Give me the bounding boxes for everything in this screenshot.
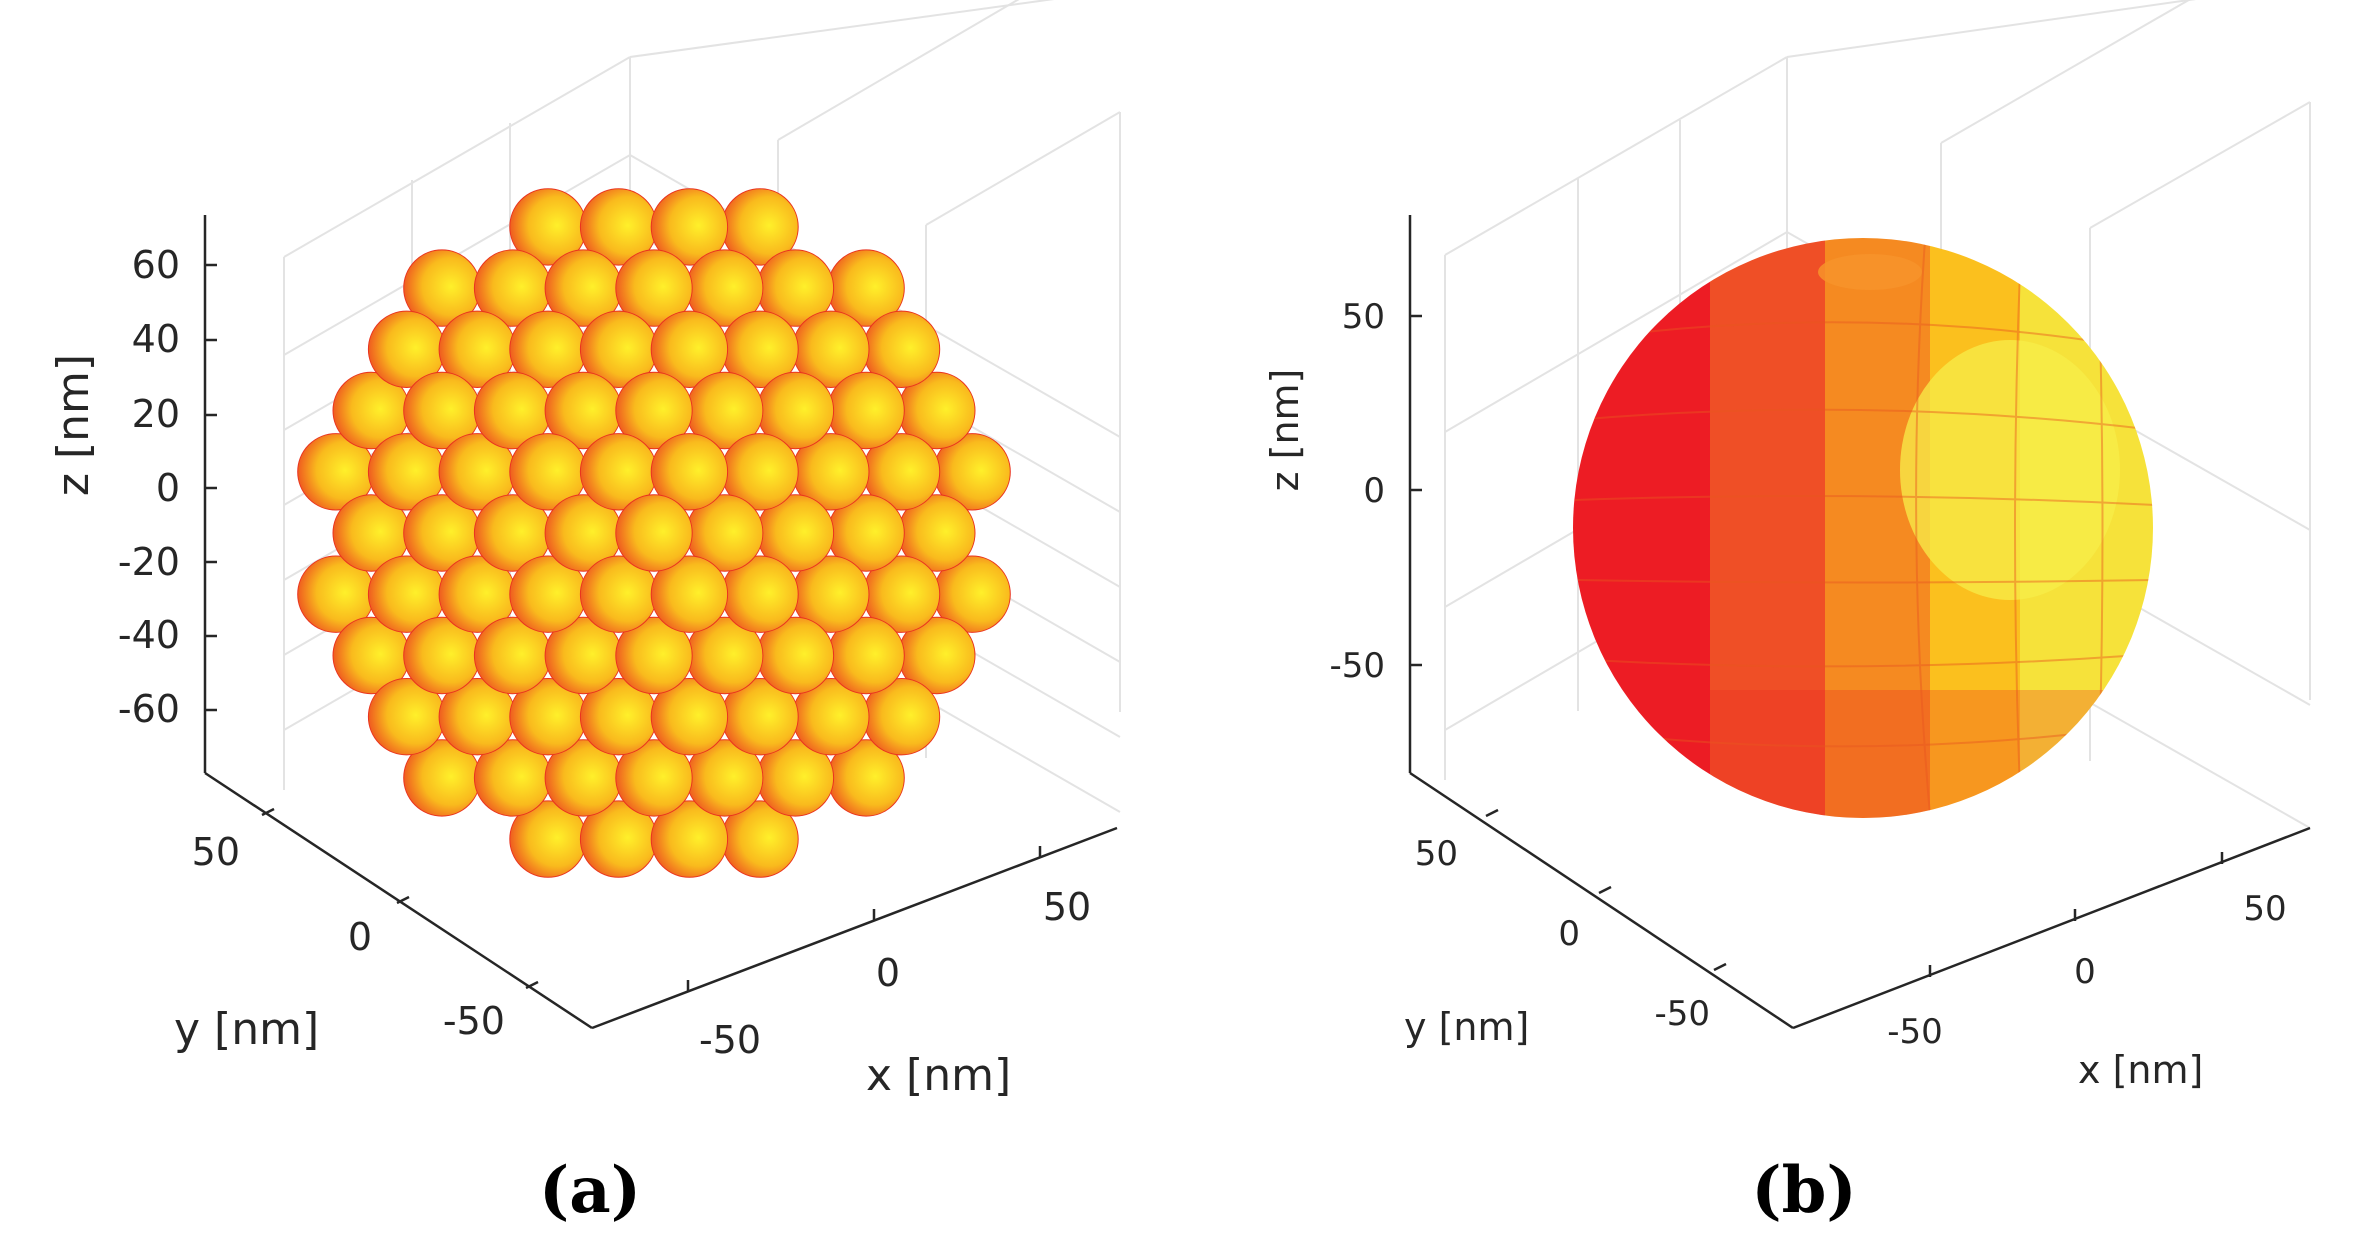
sphere-top-cap	[1818, 254, 1922, 290]
z-tick-a-5: -40	[118, 613, 180, 657]
z-tick-a-2: 20	[132, 392, 180, 436]
particle	[650, 800, 729, 878]
y-tick-a-neg50: -50	[443, 999, 505, 1043]
x-tick-b-0: 0	[2074, 952, 2096, 992]
y-axis-label-a: y [nm]	[174, 1004, 319, 1055]
particle	[615, 371, 693, 450]
y-tick-b-50: 50	[1415, 834, 1458, 874]
particle	[650, 555, 729, 633]
particle	[650, 188, 729, 266]
z-axis-label-b: z [nm]	[1263, 369, 1307, 492]
panel-a-axes	[203, 215, 1118, 1030]
z-tick-b-neg50: -50	[1329, 646, 1385, 686]
caption-a: (a)	[539, 1153, 641, 1228]
panel-a-y-tick-labels: 50 0 -50	[192, 830, 505, 1043]
sphere-facets	[1574, 239, 2153, 816]
z-tick-b-0: 0	[1363, 471, 1385, 511]
sphere-bottom-shade	[1573, 690, 2153, 818]
x-tick-a-neg50: -50	[699, 1018, 761, 1062]
x-tick-b-neg50: -50	[1887, 1012, 1943, 1052]
x-axis-label-a: x [nm]	[866, 1050, 1011, 1101]
panel-b: 50 0 -50 50 0 -50 -50 0 50 z [nm] y [nm]…	[1263, 0, 2311, 1228]
y-tick-b-0: 0	[1558, 914, 1580, 954]
y-tick-a-0: 0	[348, 915, 372, 959]
y-tick-b-neg50: -50	[1654, 994, 1710, 1034]
y-axis-label-b: y [nm]	[1404, 1005, 1529, 1049]
z-tick-a-0: 60	[132, 243, 180, 287]
panel-b-y-tick-labels: 50 0 -50	[1415, 834, 1710, 1034]
panel-b-z-tick-labels: 50 0 -50	[1329, 297, 1385, 686]
panel-a: 60 40 20 0 -20 -40 -60 50 0 -50 -50 0 50…	[48, 0, 1121, 1228]
x-tick-a-50: 50	[1043, 885, 1091, 929]
surface-sphere	[1573, 238, 2153, 818]
x-axis-label-b: x [nm]	[2078, 1048, 2203, 1092]
caption-b: (b)	[1751, 1153, 1856, 1228]
z-tick-b-50: 50	[1342, 297, 1385, 337]
panel-a-z-tick-labels: 60 40 20 0 -20 -40 -60	[118, 243, 180, 731]
particle-cluster	[297, 188, 1011, 878]
z-tick-a-6: -60	[118, 687, 180, 731]
x-tick-b-50: 50	[2243, 889, 2286, 929]
x-tick-a-0: 0	[876, 951, 900, 995]
sphere-band-2	[1710, 238, 1825, 818]
panel-b-ticks	[1410, 314, 2224, 977]
particle	[650, 433, 729, 511]
y-tick-a-50: 50	[192, 830, 240, 874]
z-tick-a-1: 40	[132, 317, 180, 361]
panel-a-ticks	[205, 263, 1042, 992]
particle	[615, 249, 693, 327]
particle	[650, 310, 729, 388]
panel-a-x-tick-labels: -50 0 50	[699, 885, 1091, 1062]
z-axis-label-a: z [nm]	[48, 354, 99, 496]
particle	[615, 739, 693, 817]
sphere-highlight	[1900, 340, 2120, 600]
z-tick-a-4: -20	[118, 540, 180, 584]
panel-b-axes	[1408, 215, 2311, 1030]
z-tick-a-3: 0	[156, 466, 180, 510]
particle	[615, 494, 693, 572]
particle	[615, 616, 693, 695]
panel-b-x-tick-labels: -50 0 50	[1887, 889, 2286, 1052]
particle	[650, 678, 729, 756]
